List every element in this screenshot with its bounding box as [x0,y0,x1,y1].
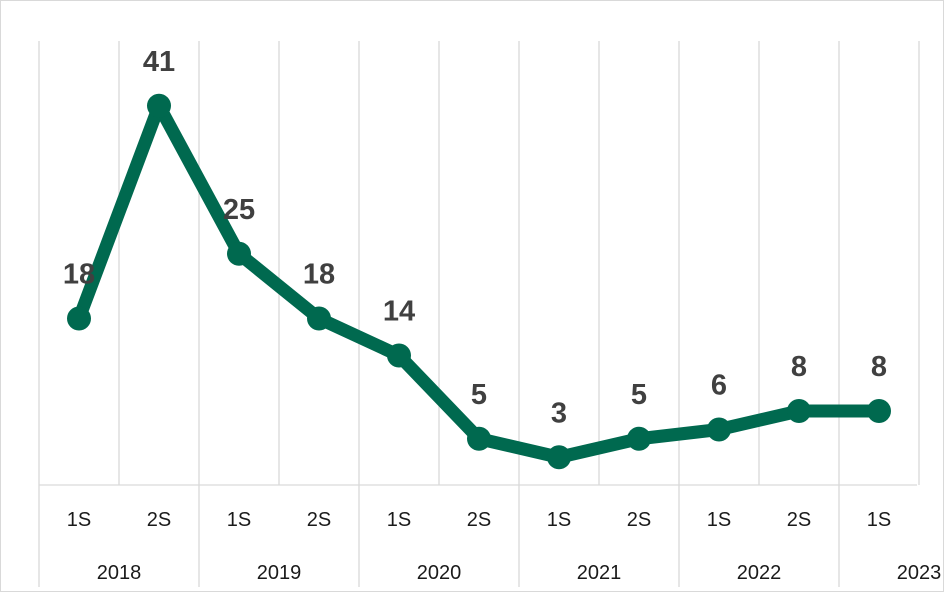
data-point [307,306,331,331]
data-point [867,399,891,423]
x-tick-label: 2S [627,509,651,531]
x-tick-label: 2S [147,509,171,531]
data-label: 5 [471,379,487,411]
x-tick-label: 2S [307,509,331,531]
gridlines [38,41,920,485]
x-group-label: 2023 [897,562,942,584]
data-label: 3 [551,397,567,429]
data-labels: 18 41 25 18 14 5 3 5 6 8 8 [63,46,887,430]
x-group-label: 2019 [257,562,302,584]
series-line-layer [67,93,891,470]
data-point [547,445,571,470]
x-tick-label: 1S [707,509,731,531]
x-tick-label: 1S [67,509,91,531]
data-point [227,241,251,266]
x-tick-label: 1S [387,509,411,531]
data-point [67,306,91,331]
data-label: 8 [791,351,807,383]
data-point [627,426,651,451]
x-group-label: 2020 [417,562,462,584]
data-label: 6 [711,370,727,402]
data-label: 18 [63,259,95,291]
data-point [467,426,491,451]
data-label: 5 [631,379,647,411]
x-tick-label: 2S [787,509,811,531]
data-label: 8 [871,351,887,383]
x-tick-label: 1S [867,509,891,531]
data-label: 25 [223,194,255,226]
x-group-label: 2021 [577,562,622,584]
data-point [147,93,171,118]
x-tick-label: 2S [467,509,491,531]
x-group-label: 2022 [737,562,782,584]
data-point [707,417,731,442]
x-tick-label: 1S [227,509,251,531]
x-tick-label: 1S [547,509,571,531]
data-label: 18 [303,259,335,291]
category-axis: 1S 2S 1S 2S 1S 2S 1S 2S 1S 2S 1S 2018 2019 2020 2021 20… [38,484,942,587]
x-group-label: 2018 [97,562,142,584]
data-label: 41 [143,46,175,78]
data-label: 14 [383,296,415,328]
data-point [387,343,411,368]
data-point [787,399,811,423]
